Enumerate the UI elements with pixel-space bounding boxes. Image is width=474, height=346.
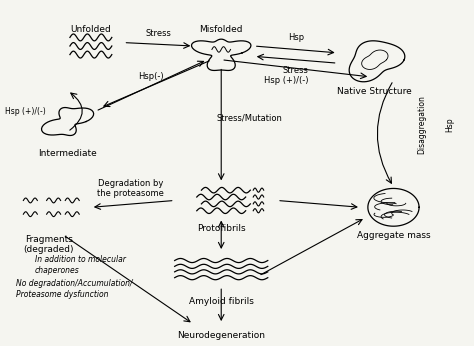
Text: Hsp (+)/(-): Hsp (+)/(-) [264, 76, 309, 85]
Text: Native Structure: Native Structure [337, 87, 412, 96]
Text: In addition to molecular
chaperones: In addition to molecular chaperones [35, 255, 126, 275]
Text: Hsp(-): Hsp(-) [138, 72, 164, 81]
Text: Aggregate mass: Aggregate mass [356, 231, 430, 240]
Text: Unfolded: Unfolded [71, 25, 111, 34]
Text: Disaggregation: Disaggregation [417, 95, 426, 154]
Text: Hsp: Hsp [445, 118, 454, 132]
Text: Degradation by
the proteasome: Degradation by the proteasome [97, 179, 164, 198]
Text: Protofibrils: Protofibrils [197, 225, 246, 234]
Text: Amyloid fibrils: Amyloid fibrils [189, 297, 254, 306]
Text: Stress: Stress [146, 29, 171, 38]
Text: Misfolded: Misfolded [200, 25, 243, 34]
Text: Stress: Stress [283, 65, 309, 74]
Text: Hsp (+)/(-): Hsp (+)/(-) [5, 107, 46, 116]
Text: Stress/Mutation: Stress/Mutation [216, 113, 282, 122]
Text: Intermediate: Intermediate [38, 149, 97, 158]
Text: Fragments
(degraded): Fragments (degraded) [24, 235, 74, 254]
Text: Hsp: Hsp [288, 33, 304, 42]
Text: Neurodegeneration: Neurodegeneration [177, 331, 265, 340]
Text: No degradation/Accumulation/
Proteasome dysfunction: No degradation/Accumulation/ Proteasome … [17, 280, 133, 299]
